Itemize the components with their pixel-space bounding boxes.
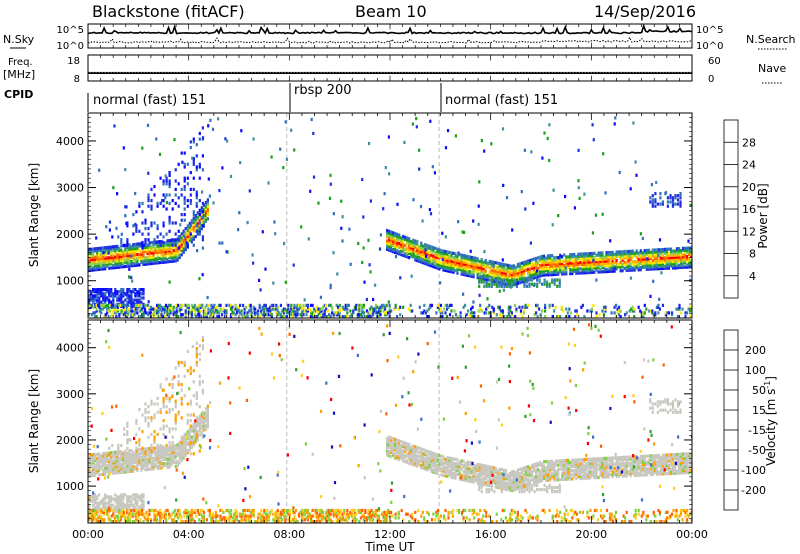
freq-left-tick-top: 18 — [67, 56, 80, 67]
power-ylabel: Slant Range [km] — [27, 163, 41, 267]
colorbar-tick-label: 16 — [742, 203, 756, 216]
nave-right-label: Nave — [758, 62, 786, 75]
y-tick-label: 4000 — [56, 135, 84, 148]
colorbar-tick-label: -50 — [748, 444, 766, 457]
x-tick-label: 00:00 — [72, 528, 104, 541]
colorbar-tick-label: 4 — [749, 270, 756, 283]
power-colorbar-label: Power [dB] — [756, 183, 770, 248]
cpid-label: CPID — [4, 88, 33, 101]
y-tick-label: 2000 — [56, 434, 84, 447]
noise-right-tick-top: 10^5 — [696, 25, 723, 36]
x-tick-label: 00:00 — [676, 528, 708, 541]
x-tick-label: 16:00 — [475, 528, 507, 541]
frequency-panel: Freq. [MHz] 18 8 60 0 Nave — [3, 54, 786, 85]
nave-right-tick-bottom: 0 — [708, 74, 714, 85]
freq-label-1: Freq. — [8, 57, 33, 68]
colorbar-tick-label: 28 — [742, 136, 756, 149]
velocity-colorbar-label: Velocity [m s-1] — [763, 376, 778, 466]
power-panel: 1000 2000 3000 4000 Slant Range [km] 28 24 20… — [27, 112, 770, 319]
y-tick-label: 4000 — [56, 342, 84, 355]
colorbar-tick-label: 50 — [752, 384, 766, 397]
colorbar-tick-label: 15 — [752, 404, 766, 417]
colorbar-tick-label: -15 — [748, 424, 766, 437]
noise-left-tick-bottom: 10^0 — [57, 41, 84, 52]
y-tick-label: 3000 — [56, 388, 84, 401]
freq-left-tick-bottom: 8 — [74, 74, 80, 85]
freq-label-2: [MHz] — [3, 68, 35, 81]
nave-right-tick-top: 60 — [708, 56, 721, 67]
colorbar-tick-label: -100 — [741, 464, 766, 477]
colorbar-tick-label: 100 — [745, 364, 766, 377]
velocity-panel: 1000 2000 3000 4000 00:00 04:00 08:00 12:00 16:0… — [27, 319, 778, 554]
power-colorbar: 28 24 20 16 12 8 4 — [723, 119, 756, 299]
colorbar-tick-label: 24 — [742, 159, 756, 172]
cpid-mode-3: normal (fast) 151 — [445, 93, 558, 108]
velocity-colorbar: 200 100 50 15 -15 -50 -100 -200 — [723, 329, 766, 511]
velocity-ylabel: Slant Range [km] — [27, 369, 41, 473]
y-tick-label: 3000 — [56, 182, 84, 195]
x-tick-label: 08:00 — [273, 528, 305, 541]
noise-left-tick-top: 10^5 — [57, 25, 84, 36]
x-tick-label: 04:00 — [173, 528, 205, 541]
cpid-panel: CPID normal (fast) 151 rbsp 200 normal (… — [4, 83, 558, 112]
beam-title: Beam 10 — [355, 2, 427, 21]
time-axis-label: Time UT — [364, 540, 415, 554]
colorbar-tick-label: 12 — [742, 225, 756, 238]
station-title: Blackstone (fitACF) — [92, 2, 245, 21]
noise-right-label: N.Search — [746, 33, 796, 46]
x-tick-label: 12:00 — [374, 528, 406, 541]
x-tick-label: 20:00 — [575, 528, 607, 541]
colorbar-tick-label: -200 — [741, 484, 766, 497]
y-tick-label: 1000 — [56, 480, 84, 493]
noise-search-line — [87, 36, 693, 44]
cpid-mode-1: normal (fast) 151 — [93, 93, 206, 108]
y-tick-label: 2000 — [56, 228, 84, 241]
noise-sky-line — [87, 23, 693, 35]
cpid-mode-2: rbsp 200 — [294, 83, 352, 98]
colorbar-tick-label: 200 — [745, 344, 766, 357]
date-title: 14/Sep/2016 — [594, 2, 696, 21]
noise-left-label: N.Sky — [3, 33, 35, 46]
y-tick-label: 1000 — [56, 275, 84, 288]
noise-panel: N.Sky 10^5 10^0 10^5 10^0 N.Search — [3, 23, 796, 52]
colorbar-tick-label: 20 — [742, 181, 756, 194]
colorbar-tick-label: 8 — [749, 248, 756, 261]
noise-right-tick-bottom: 10^0 — [696, 41, 723, 52]
